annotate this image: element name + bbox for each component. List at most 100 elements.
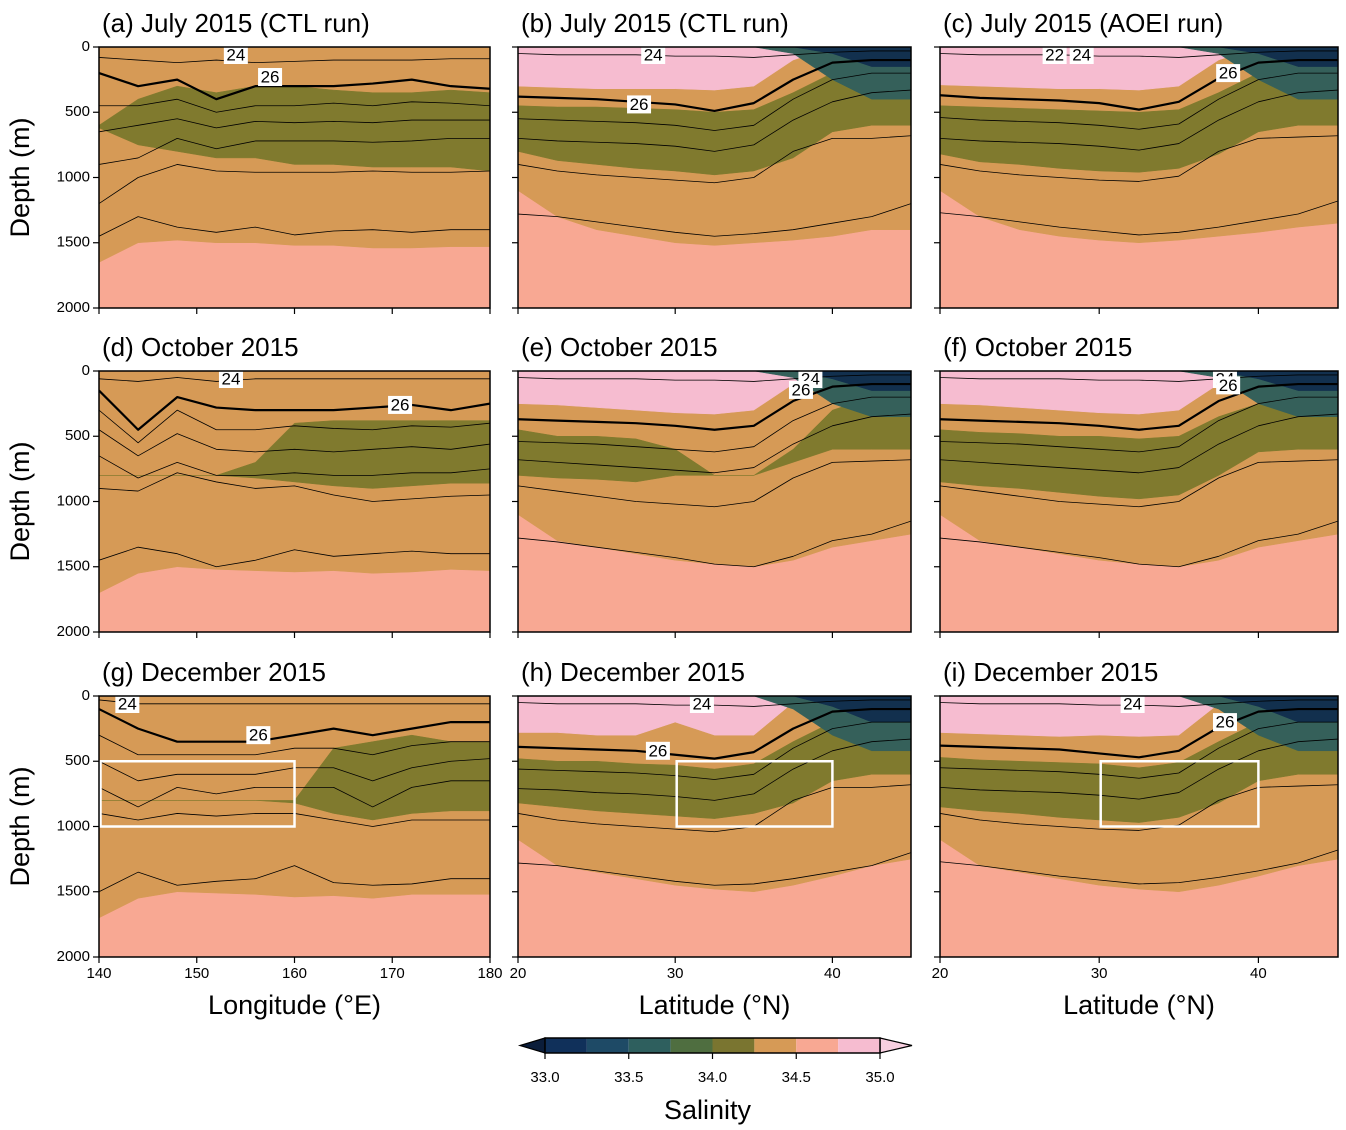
x-tick-label: 30 — [667, 965, 684, 982]
panel: 24 26 0 500 1000 1500 2000 (d) October 2015 Dept… — [5, 332, 491, 640]
plot-area — [940, 696, 1338, 957]
plot-area — [940, 371, 1338, 632]
salinity-layer — [940, 371, 1338, 391]
panel-title: (d) October 2015 — [102, 332, 299, 362]
density-contour — [940, 707, 1338, 759]
density-contour — [940, 72, 1338, 130]
plot-area — [99, 371, 490, 632]
region-box — [675, 760, 834, 828]
salinity-layer — [940, 696, 1338, 723]
x-tick-label: 170 — [380, 965, 405, 982]
contour-label-bg — [1042, 46, 1067, 64]
panel-title: (h) December 2015 — [521, 657, 745, 687]
colorbar-label: Salinity — [664, 1095, 752, 1125]
density-contour — [99, 865, 490, 893]
contour-label-bg — [115, 695, 140, 713]
salinity-layer — [518, 371, 911, 391]
x-tick-label: 20 — [510, 965, 527, 982]
x-axis-label: Latitude (°N) — [1063, 990, 1215, 1020]
salinity-layer — [518, 696, 911, 752]
y-tick-label: 1500 — [57, 883, 90, 900]
salinity-layer — [940, 394, 1338, 500]
contour-label-bg — [788, 380, 813, 399]
density-contour — [518, 382, 911, 431]
salinity-layer — [99, 420, 490, 489]
panel-title: (f) October 2015 — [943, 332, 1132, 362]
density-contour — [99, 708, 490, 743]
salinity-layer — [940, 66, 1338, 173]
x-axis-label: Latitude (°N) — [639, 990, 791, 1020]
colorbar-bin — [796, 1038, 839, 1053]
density-contour — [99, 409, 490, 444]
salinity-layer — [518, 371, 911, 568]
contour-label: 24 — [1072, 45, 1091, 64]
y-tick-label: 500 — [65, 427, 90, 444]
x-tick-label: 40 — [1250, 965, 1267, 982]
salinity-layer — [940, 47, 1338, 67]
salinity-layer — [940, 715, 1338, 823]
y-tick-label: 2000 — [57, 299, 90, 316]
density-contour — [99, 57, 490, 64]
y-tick-label: 0 — [82, 38, 90, 55]
contour-label-bg — [1216, 376, 1241, 395]
density-contour — [518, 374, 911, 382]
plot-area — [99, 696, 490, 957]
contour-label-bg — [689, 695, 714, 713]
density-contour — [940, 849, 1338, 885]
salinity-layer — [940, 696, 1338, 737]
density-contour — [518, 699, 911, 707]
contour-label: 26 — [791, 380, 810, 399]
colorbar-tick-label: 33.5 — [614, 1069, 643, 1086]
colorbar-under — [517, 1037, 546, 1054]
density-contour — [518, 852, 911, 886]
contour-label-bg — [246, 726, 271, 745]
density-contour — [940, 413, 1338, 474]
contour-label: 26 — [630, 95, 649, 114]
salinity-layer — [940, 47, 1338, 100]
panel: 22 24 26 (c) July 2015 (AOEI run) — [934, 8, 1339, 314]
density-contour — [99, 472, 490, 502]
plot-area — [940, 47, 1338, 308]
contour-label-bg — [645, 741, 670, 760]
salinity-layer — [518, 47, 911, 67]
density-contour — [518, 707, 911, 760]
density-contour — [99, 164, 490, 204]
density-contour — [99, 98, 490, 113]
density-contour — [940, 721, 1338, 779]
density-contour — [940, 396, 1338, 453]
plot-area — [518, 371, 911, 632]
contour-label-bg — [1120, 695, 1145, 713]
y-tick-label: 1500 — [57, 558, 90, 575]
density-contour — [518, 89, 911, 152]
density-contour — [518, 72, 911, 131]
density-contour — [940, 50, 1338, 58]
x-tick-label: 180 — [477, 965, 502, 982]
salinity-layer — [940, 47, 1338, 91]
panel: 24 26 20 30 40 (h) December 2015 Latitude (°N) — [510, 657, 912, 1020]
contour-label-bg — [223, 46, 248, 64]
colorbar-bin — [670, 1038, 713, 1053]
density-contour — [940, 738, 1338, 800]
colorbar-tick-label: 34.0 — [698, 1069, 727, 1086]
x-tick-label: 140 — [86, 965, 111, 982]
density-contour — [99, 734, 490, 756]
y-tick-label: 500 — [65, 752, 90, 769]
colorbar-bin — [838, 1038, 880, 1053]
panel-title: (g) December 2015 — [102, 657, 326, 687]
density-contour — [518, 50, 911, 58]
salinity-layer — [518, 47, 911, 100]
y-tick-label: 1000 — [57, 817, 90, 834]
density-contour — [518, 721, 911, 780]
density-contour — [518, 203, 911, 237]
panel-title: (e) October 2015 — [521, 332, 718, 362]
x-tick-label: 30 — [1091, 965, 1108, 982]
contour-label-bg — [1216, 64, 1241, 83]
y-tick-label: 0 — [82, 687, 90, 704]
salinity-layer — [518, 371, 911, 415]
density-contour — [518, 135, 911, 184]
density-contour — [99, 429, 490, 457]
y-tick-label: 500 — [65, 103, 90, 120]
contour-label-bg — [388, 395, 413, 414]
